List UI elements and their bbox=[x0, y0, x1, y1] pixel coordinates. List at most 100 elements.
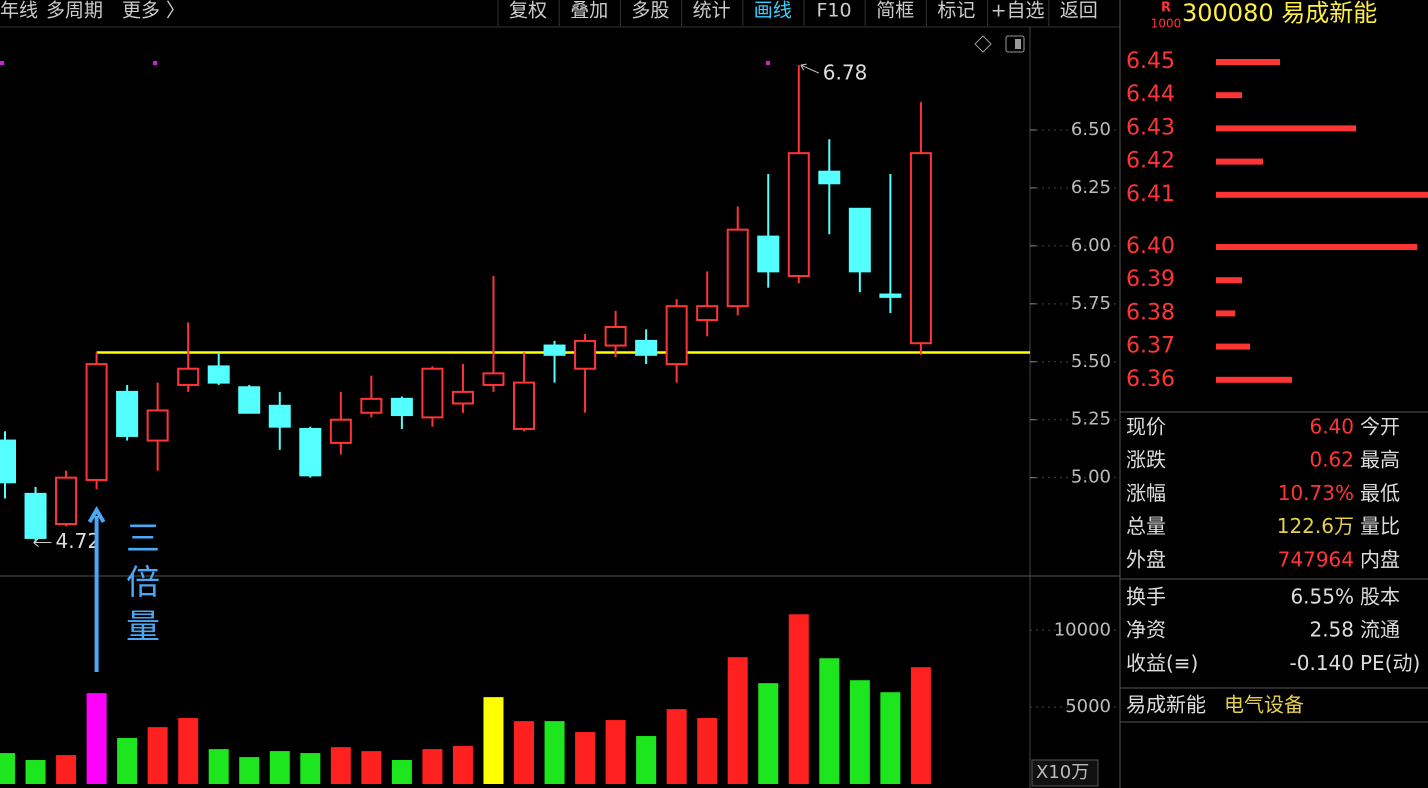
candle-body bbox=[329, 418, 352, 444]
candle-body bbox=[818, 170, 841, 185]
toolbar-button[interactable]: F10 bbox=[816, 0, 851, 22]
quote-label: 最低 bbox=[1360, 481, 1400, 505]
volume-bar bbox=[208, 749, 229, 784]
quote-label: 最高 bbox=[1360, 448, 1400, 472]
sector[interactable]: 电气设备 bbox=[1224, 693, 1304, 717]
unit-box bbox=[1031, 759, 1099, 787]
order-volume-bar bbox=[1216, 277, 1242, 284]
volume-bar bbox=[178, 718, 199, 784]
annotation-arrow bbox=[87, 506, 106, 672]
candle-body bbox=[574, 339, 597, 370]
panel-icon[interactable] bbox=[1005, 35, 1025, 53]
candle-body bbox=[360, 397, 383, 414]
toolbar-tab[interactable]: 年线 bbox=[0, 0, 38, 22]
candle-body bbox=[787, 152, 810, 278]
order-volume-bar bbox=[1216, 125, 1356, 132]
badge-box bbox=[1152, 2, 1180, 32]
volume-bar bbox=[544, 721, 565, 784]
order-price: 6.36 bbox=[1126, 367, 1175, 392]
low-label: 4.72 bbox=[56, 529, 101, 553]
toolbar-tab[interactable]: 更多 〉 bbox=[122, 0, 185, 22]
volume-bar bbox=[25, 760, 46, 784]
annotation-arrow bbox=[33, 538, 52, 547]
candle-body bbox=[390, 397, 413, 417]
y-tick-label: 5.25 bbox=[1071, 409, 1111, 430]
volume-bar bbox=[788, 614, 809, 784]
volume-bar bbox=[636, 736, 657, 784]
toolbar-button[interactable]: 简框 bbox=[876, 0, 914, 22]
candle-body bbox=[24, 492, 47, 539]
volume-bar bbox=[147, 727, 168, 784]
order-volume-bar bbox=[1216, 59, 1280, 65]
candle-body bbox=[238, 386, 261, 414]
quote-label: 流通 bbox=[1360, 618, 1400, 642]
candle-body bbox=[635, 339, 658, 356]
candle-body bbox=[85, 363, 108, 481]
quote-label: 净资 bbox=[1126, 618, 1166, 642]
volume-bar bbox=[239, 757, 260, 784]
annotation-arrow bbox=[800, 63, 819, 74]
quote-label: 收益(≡) bbox=[1126, 651, 1198, 675]
y-tick-label: 6.00 bbox=[1071, 235, 1111, 256]
order-price: 6.43 bbox=[1126, 115, 1175, 140]
panel-icon-fill bbox=[1015, 39, 1021, 49]
volume-bar bbox=[605, 720, 626, 784]
volume-bar bbox=[514, 721, 535, 784]
quote-value: 2.58 bbox=[1309, 618, 1354, 642]
order-volume-bar bbox=[1216, 158, 1263, 165]
order-price: 6.44 bbox=[1126, 82, 1175, 107]
order-price: 6.45 bbox=[1126, 49, 1175, 74]
toolbar-tab[interactable]: 多周期 bbox=[46, 0, 103, 22]
quote-value: -0.140 bbox=[1290, 651, 1354, 675]
toolbar-button[interactable]: 叠加 bbox=[570, 0, 608, 22]
toolbar-button[interactable]: 统计 bbox=[693, 0, 731, 22]
order-price: 6.38 bbox=[1126, 300, 1175, 325]
volume-bar bbox=[758, 683, 779, 784]
order-volume-bar bbox=[1216, 310, 1235, 317]
candle-body bbox=[451, 390, 474, 405]
quote-value: 6.40 bbox=[1309, 415, 1354, 439]
quote-label: 今开 bbox=[1360, 415, 1400, 439]
candle-body bbox=[116, 390, 139, 437]
order-price: 6.37 bbox=[1126, 334, 1175, 359]
candle-body bbox=[726, 228, 749, 308]
order-volume-bar bbox=[1216, 92, 1242, 99]
volume-bar bbox=[269, 751, 290, 784]
volume-bar bbox=[575, 732, 596, 784]
order-volume-bar bbox=[1216, 376, 1292, 383]
diamond-icon[interactable] bbox=[974, 35, 992, 53]
candle-body bbox=[543, 344, 566, 356]
badge: R bbox=[1161, 1, 1171, 16]
candle-body bbox=[757, 235, 780, 273]
badge-sub: 1000 bbox=[1151, 17, 1182, 31]
stock-title: 300080 易成新能 bbox=[1182, 0, 1377, 27]
quote-value: 122.6万 bbox=[1277, 514, 1354, 538]
quote-value: 0.62 bbox=[1309, 448, 1354, 472]
toolbar-button[interactable]: 返回 bbox=[1060, 0, 1098, 22]
candle-body bbox=[55, 476, 78, 526]
candle-body bbox=[421, 367, 444, 419]
stock-name: 易成新能 bbox=[1126, 693, 1206, 717]
candle-body bbox=[0, 439, 16, 484]
toolbar-button[interactable]: +自选 bbox=[991, 0, 1045, 22]
volume-bar bbox=[391, 760, 412, 784]
toolbar-button[interactable]: 多股 bbox=[631, 0, 669, 22]
volume-bar bbox=[849, 680, 870, 784]
candle-body bbox=[177, 367, 200, 386]
high-label: 6.78 bbox=[823, 61, 868, 85]
volume-bar bbox=[0, 753, 15, 784]
volume-bar bbox=[300, 753, 321, 784]
candle-body bbox=[879, 293, 902, 298]
volume-bar bbox=[361, 751, 382, 784]
order-price: 6.40 bbox=[1126, 234, 1175, 259]
y-tick-label: 5.50 bbox=[1071, 351, 1111, 372]
toolbar-button[interactable]: 复权 bbox=[509, 0, 547, 22]
order-volume-bar bbox=[1216, 343, 1250, 350]
toolbar-button[interactable]: 标记 bbox=[937, 0, 975, 22]
order-price: 6.42 bbox=[1126, 149, 1175, 174]
quote-label: 涨幅 bbox=[1126, 481, 1166, 505]
y-tick-label: 5.75 bbox=[1071, 293, 1111, 314]
toolbar-button[interactable]: 画线 bbox=[754, 0, 792, 22]
